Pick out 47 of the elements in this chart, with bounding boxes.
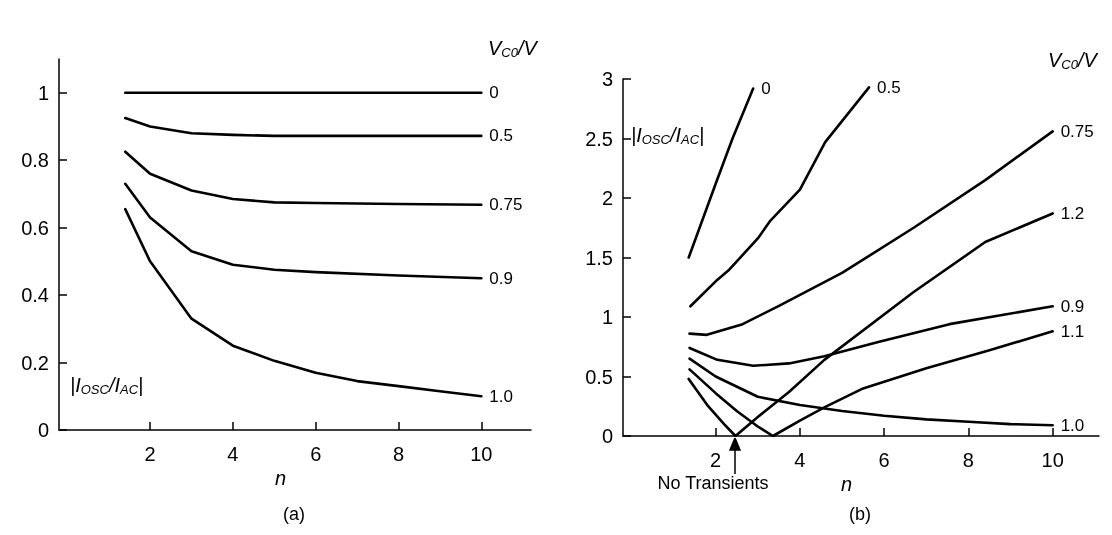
- y-tick-label: 0.5: [585, 365, 613, 388]
- x-tick-label: 8: [392, 443, 405, 465]
- y-tick-label: 1: [601, 306, 613, 328]
- y-tick-label: 0.2: [21, 351, 49, 374]
- series-label: 0.75: [1060, 121, 1094, 141]
- x-tick-label: 10: [470, 443, 493, 465]
- y-tick-label: 2: [601, 187, 613, 209]
- line-series: [123, 150, 483, 206]
- x-tick-label: 2: [144, 443, 156, 465]
- annotation: No Transients: [657, 473, 769, 493]
- x-tick-label: 4: [794, 449, 806, 471]
- x-tick-label: 6: [878, 449, 890, 471]
- text: (a): [283, 504, 305, 524]
- series-label: 0.75: [489, 195, 523, 215]
- series-label: 0: [489, 83, 499, 103]
- x-tick-label: 4: [227, 443, 239, 465]
- x-tick-label: 8: [962, 449, 974, 471]
- series-label: 1.1: [1060, 321, 1085, 341]
- series-label: 0.5: [489, 126, 513, 146]
- y-tick-label: 0: [601, 425, 613, 447]
- x-tick-label: 6: [310, 443, 322, 465]
- series-label: 0.9: [1060, 296, 1085, 316]
- line-series: [123, 182, 483, 280]
- series-label: 1.0: [489, 386, 513, 406]
- legend-title: VC0/V: [488, 37, 539, 60]
- text: (b): [849, 504, 871, 524]
- y-tick-label: 0: [37, 419, 49, 441]
- line-series: [123, 116, 483, 138]
- y-tick-label: 1.5: [585, 246, 613, 269]
- series-label: 1.2: [1060, 203, 1085, 223]
- series-label: 0: [761, 79, 771, 99]
- y-axis-title: |IOSC/IAC|: [631, 124, 705, 147]
- y-tick-label: 0.4: [21, 284, 49, 307]
- series-label: 0.5: [877, 77, 901, 97]
- x-axis-title: n: [841, 473, 853, 495]
- y-tick-label: 0.6: [21, 216, 49, 239]
- y-tick-label: 2.5: [585, 127, 613, 150]
- series-label: 1.0: [1060, 415, 1085, 435]
- x-tick-label: 2: [710, 449, 722, 471]
- y-axis-title: |IOSC/IAC|: [70, 374, 144, 397]
- series-label: 0.9: [489, 268, 513, 288]
- legend-title: VC0/V: [1048, 49, 1099, 72]
- y-tick-label: 3: [601, 68, 613, 90]
- y-tick-label: 1: [37, 81, 49, 104]
- x-axis-title: n: [275, 467, 287, 489]
- y-tick-label: 0.8: [21, 149, 49, 172]
- x-tick-label: 10: [1041, 449, 1064, 471]
